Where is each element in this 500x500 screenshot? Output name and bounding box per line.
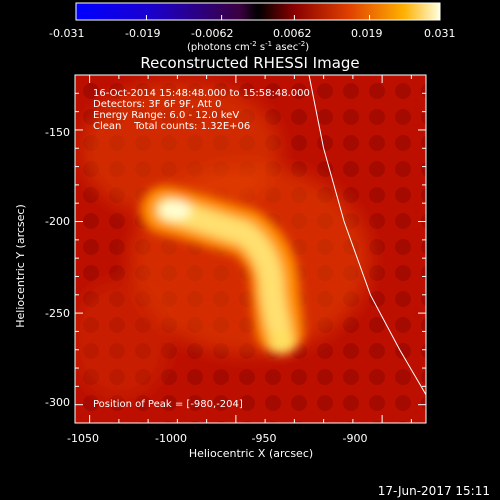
footer-timestamp: 17-Jun-2017 15:11 [378,484,490,498]
y-tick-label: -300 [45,396,70,409]
annotation-counts: Clean Total counts: 1.32E+06 [93,121,250,132]
colorbar-tick-label: 0.031 [424,27,456,40]
heatmap-image [75,75,426,423]
x-tick-label: -1000 [155,432,187,445]
colorbar-tick-label: -0.0062 [191,27,233,40]
x-tick-label: -900 [343,432,368,445]
colorbar-tick-label: 0.0062 [273,27,312,40]
plot-frame [74,74,427,424]
annotation-detectors: Detectors: 3F 6F 9F, Att 0 [93,99,221,110]
colorbar-tick-label: -0.031 [49,27,84,40]
peak-position-label: Position of Peak = [-980,-204] [93,399,243,410]
bright-loop-source [141,186,304,354]
chart-title: Reconstructed RHESSI Image [140,54,359,72]
y-axis-label: Heliocentric Y (arcsec) [14,204,27,328]
annotation-time: 16-Oct-2014 15:48:48.000 to 15:58:48.000 [93,88,310,99]
colorbar-ticks [75,15,441,20]
colorbar-units: (photons cm-2 s-1 asec-2) [187,40,309,53]
solar-limb-curve [308,75,426,396]
x-axis-label: Heliocentric X (arcsec) [189,447,313,460]
axis-ticks [75,74,426,424]
x-tick-label: -1050 [67,432,99,445]
annotation-energy: Energy Range: 6.0 - 12.0 keV [93,110,239,121]
x-tick-label: -950 [252,432,277,445]
y-tick-label: -200 [45,215,70,228]
colorbar-tick-label: 0.019 [351,27,383,40]
colorbar-tick-label: -0.019 [125,27,160,40]
colorbar [75,2,441,21]
y-tick-label: -150 [45,126,70,139]
y-tick-label: -250 [45,307,70,320]
